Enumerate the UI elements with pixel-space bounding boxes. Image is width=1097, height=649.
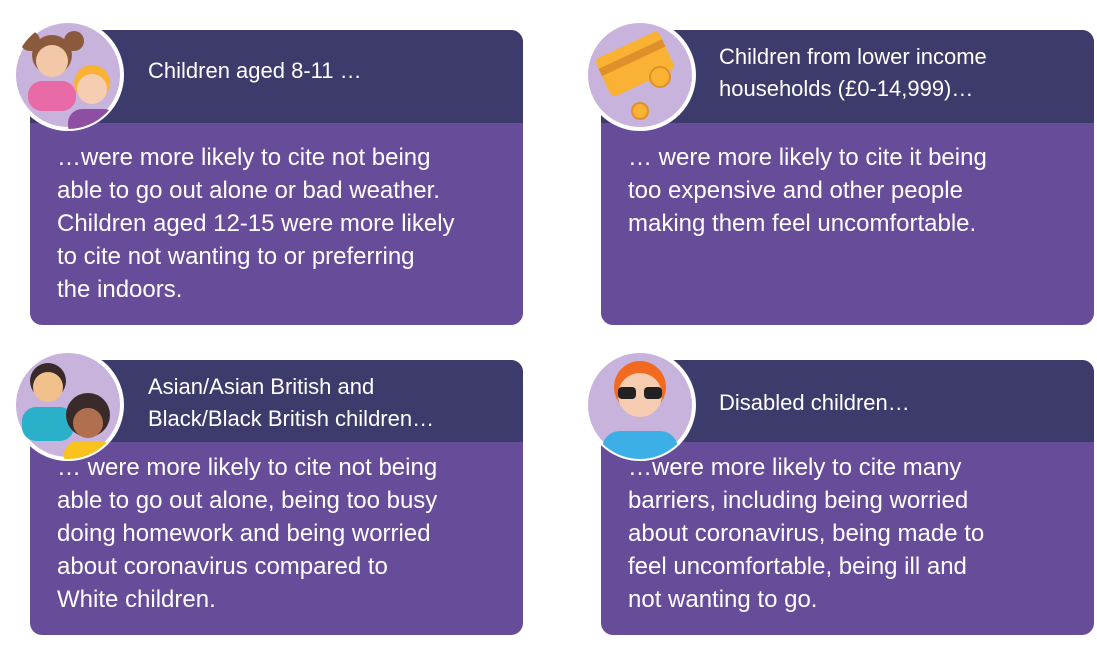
page: Children aged 8-11 … …were more likely to… — [0, 0, 1097, 649]
card-heading: Children from lower income — [719, 44, 987, 70]
card-text: able to go out alone, being too busy — [57, 487, 437, 515]
card-text: to cite not wanting to or preferring — [57, 243, 415, 271]
card-text: about coronavirus, being made to — [628, 520, 984, 548]
icon-children — [10, 13, 130, 133]
card-heading: Children aged 8-11 … — [148, 58, 362, 84]
card-text: not wanting to go. — [628, 586, 817, 614]
card-heading: households (£0-14,999)… — [719, 76, 973, 102]
card-text: feel uncomfortable, being ill and — [628, 553, 967, 581]
card-heading: Asian/Asian British and — [148, 374, 374, 400]
card-text: making them feel uncomfortable. — [628, 210, 976, 238]
card-text: too expensive and other people — [628, 177, 963, 205]
card-text: White children. — [57, 586, 216, 614]
icon-children — [10, 343, 130, 463]
card-heading: Black/Black British children… — [148, 406, 434, 432]
card-text: about coronavirus compared to — [57, 553, 388, 581]
card-text: … were more likely to cite it being — [628, 144, 987, 172]
card-text: able to go out alone or bad weather. — [57, 177, 440, 205]
card-heading: Disabled children… — [719, 390, 910, 416]
card-text: Children aged 12-15 were more likely — [57, 210, 455, 238]
icon-child — [582, 343, 702, 463]
card-text: the indoors. — [57, 276, 182, 304]
card-text: …were more likely to cite not being — [57, 144, 431, 172]
icon-money — [582, 13, 702, 133]
card-text: barriers, including being worried — [628, 487, 968, 515]
card-text: doing homework and being worried — [57, 520, 431, 548]
